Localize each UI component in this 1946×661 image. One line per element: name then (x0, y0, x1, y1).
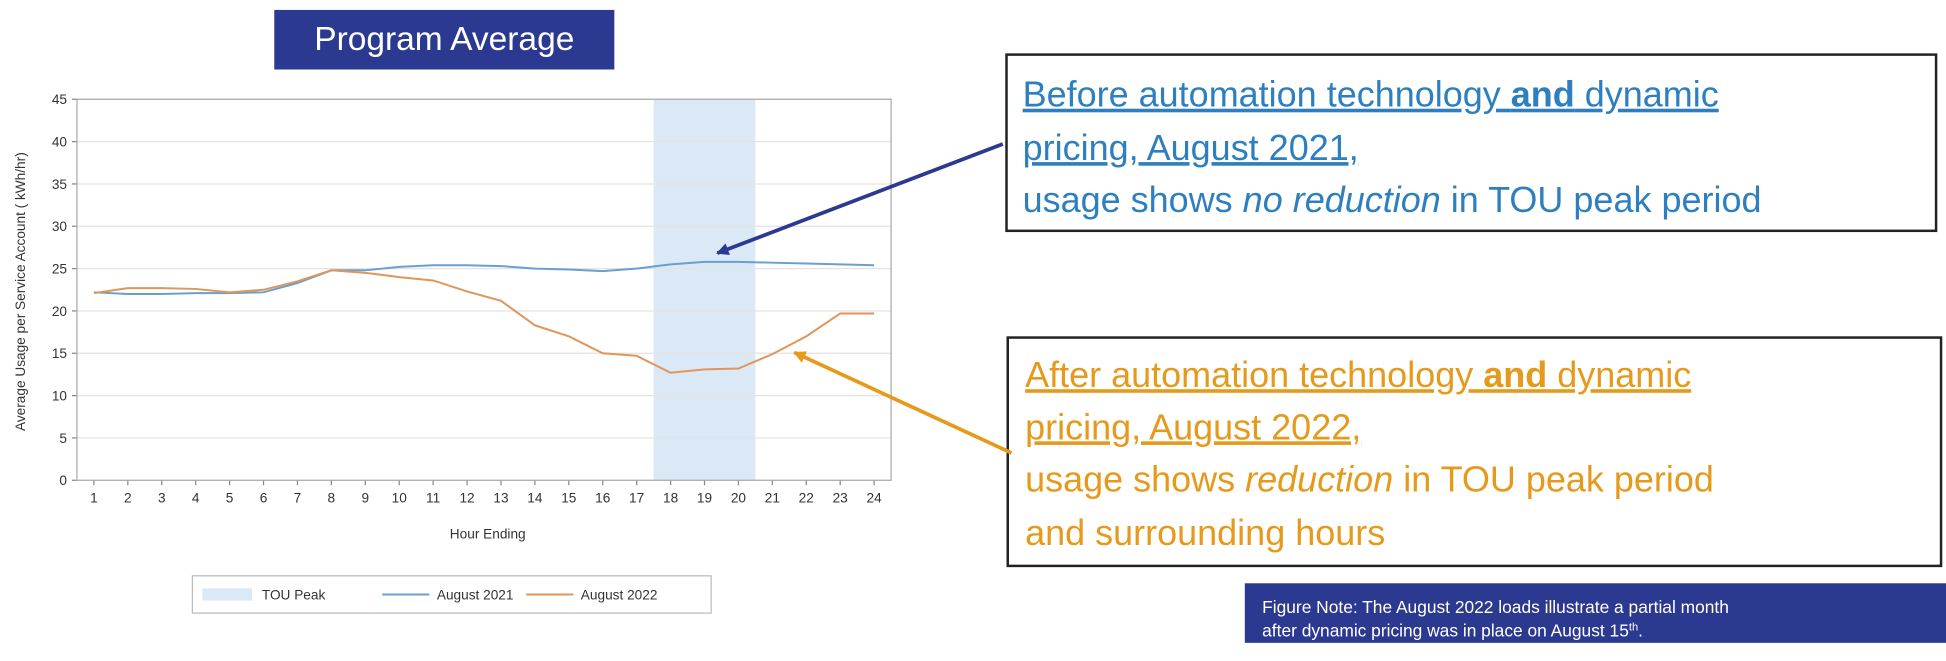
callout-text: usage shows reduction in TOU peak period (1025, 458, 1714, 499)
x-tick-label: 19 (697, 491, 712, 506)
x-tick-label: 6 (260, 491, 268, 506)
callout-text: pricing, August 2021, (1023, 127, 1359, 168)
title-box (274, 9, 615, 70)
x-tick-label: 7 (294, 491, 302, 506)
x-tick-label: 16 (595, 491, 610, 506)
line (93, 269, 875, 374)
figure-note: Figure Note: The August 2022 loads illus… (1262, 597, 1729, 617)
band (653, 99, 756, 481)
y-tick-label: 40 (52, 135, 68, 150)
legend-label: TOU Peak (262, 587, 326, 602)
x-tick-label: 13 (493, 491, 508, 506)
x-tick-label: 11 (426, 491, 440, 506)
figure-note: after dynamic pricing was in place on Au… (1262, 621, 1643, 641)
arrow (716, 142, 1004, 255)
y-tick-label: 15 (52, 346, 68, 361)
figure-note-box (1244, 583, 1946, 643)
legend-label: August 2021 (437, 587, 514, 602)
line (93, 260, 875, 296)
y-axis-label: Average Usage per Service Account ( kWh/… (13, 152, 28, 431)
callout-text: and surrounding hours (1025, 512, 1385, 553)
callout-text: usage shows no reduction in TOU peak per… (1023, 179, 1762, 220)
legend: TOU Peak August 2021 August 2022 (202, 587, 657, 602)
x-tick-label: 23 (833, 491, 848, 506)
x-tick-label: 18 (663, 491, 678, 506)
x-tick-label: 24 (867, 491, 883, 506)
x-tick-label: 21 (765, 491, 780, 506)
x-tick-label: 20 (731, 491, 747, 506)
x-axis-label: Hour Ending (450, 527, 526, 542)
y-tick-label: 10 (52, 389, 68, 404)
x-tick-label: 12 (459, 491, 474, 506)
x-tick-label: 3 (158, 491, 166, 506)
x-tick-label: 4 (192, 491, 200, 506)
x-tick-label: 10 (392, 491, 408, 506)
callout-box (1005, 53, 1938, 233)
arrow (793, 350, 1013, 455)
x-tick-label: 5 (226, 491, 234, 506)
x-tick-label: 1 (90, 491, 98, 506)
x-tick-label: 9 (361, 491, 369, 506)
y-tick-label: 20 (52, 304, 68, 319)
legend-box (191, 575, 712, 614)
y-tick-label: 35 (52, 177, 68, 192)
legend-label: August 2022 (581, 587, 658, 602)
y-tick-label: 30 (52, 219, 68, 234)
callout-box (1006, 336, 1943, 568)
x-tick-label: 8 (328, 491, 336, 506)
x-tick-label: 2 (124, 491, 132, 506)
x-tick-label: 22 (799, 491, 814, 506)
callout-text: After automation technology and dynamic (1025, 354, 1691, 395)
x-tick-label: 14 (527, 491, 543, 506)
plot-frame (76, 98, 892, 481)
chart-title: Program Average (314, 21, 574, 58)
y-tick-label: 5 (59, 431, 67, 446)
y-tick-label: 25 (52, 262, 68, 277)
callout-text: pricing, August 2022, (1025, 406, 1361, 447)
y-tick-label: 45 (52, 92, 68, 107)
callout-text: Before automation technology and dynamic (1023, 74, 1719, 115)
x-tick-label: 15 (561, 491, 577, 506)
legend-swatch (202, 588, 252, 601)
y-tick-label: 0 (59, 473, 67, 488)
x-tick-label: 17 (629, 491, 644, 506)
